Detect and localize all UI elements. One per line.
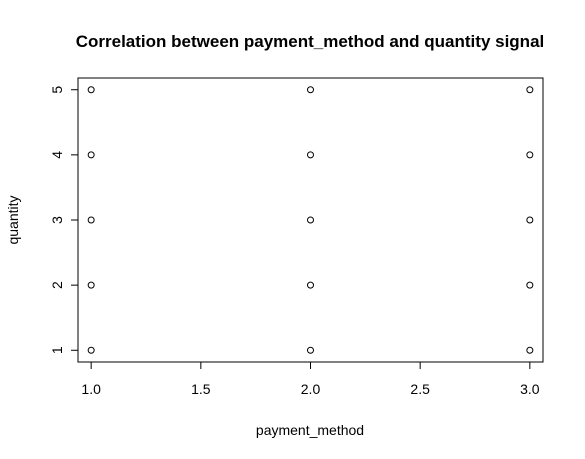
data-point xyxy=(526,216,534,224)
x-tick-label: 1.5 xyxy=(191,381,211,397)
plot-frame xyxy=(77,77,544,363)
y-tick-label: 2 xyxy=(49,281,65,289)
x-tick-label: 2.0 xyxy=(301,381,321,397)
x-tick-label: 3.0 xyxy=(520,381,540,397)
data-point xyxy=(307,86,314,94)
data-point xyxy=(526,86,534,94)
chart-title: Correlation between payment_method and q… xyxy=(76,32,545,51)
data-point xyxy=(87,86,95,94)
x-axis: 1.0 1.5 2.0 2.5 3.0 xyxy=(81,361,540,397)
data-point xyxy=(87,346,95,354)
x-axis-label: payment_method xyxy=(256,422,364,438)
y-tick-label: 1 xyxy=(49,346,65,354)
y-axis-label: quantity xyxy=(5,195,21,244)
data-points xyxy=(87,86,534,354)
data-point xyxy=(87,281,95,289)
y-tick-label: 3 xyxy=(49,216,65,224)
x-tick-label: 2.5 xyxy=(410,381,430,397)
data-point xyxy=(526,151,534,159)
x-tick-label: 1.0 xyxy=(81,381,101,397)
data-point xyxy=(307,346,314,354)
y-tick-label: 4 xyxy=(49,151,65,159)
data-point xyxy=(526,281,534,289)
data-point xyxy=(307,151,314,159)
y-tick-label: 5 xyxy=(49,86,65,94)
data-point xyxy=(526,346,534,354)
data-point xyxy=(307,216,314,224)
data-point xyxy=(87,151,95,159)
data-point xyxy=(87,216,95,224)
data-point xyxy=(307,281,314,289)
y-axis: 1 2 3 4 5 xyxy=(49,86,79,354)
